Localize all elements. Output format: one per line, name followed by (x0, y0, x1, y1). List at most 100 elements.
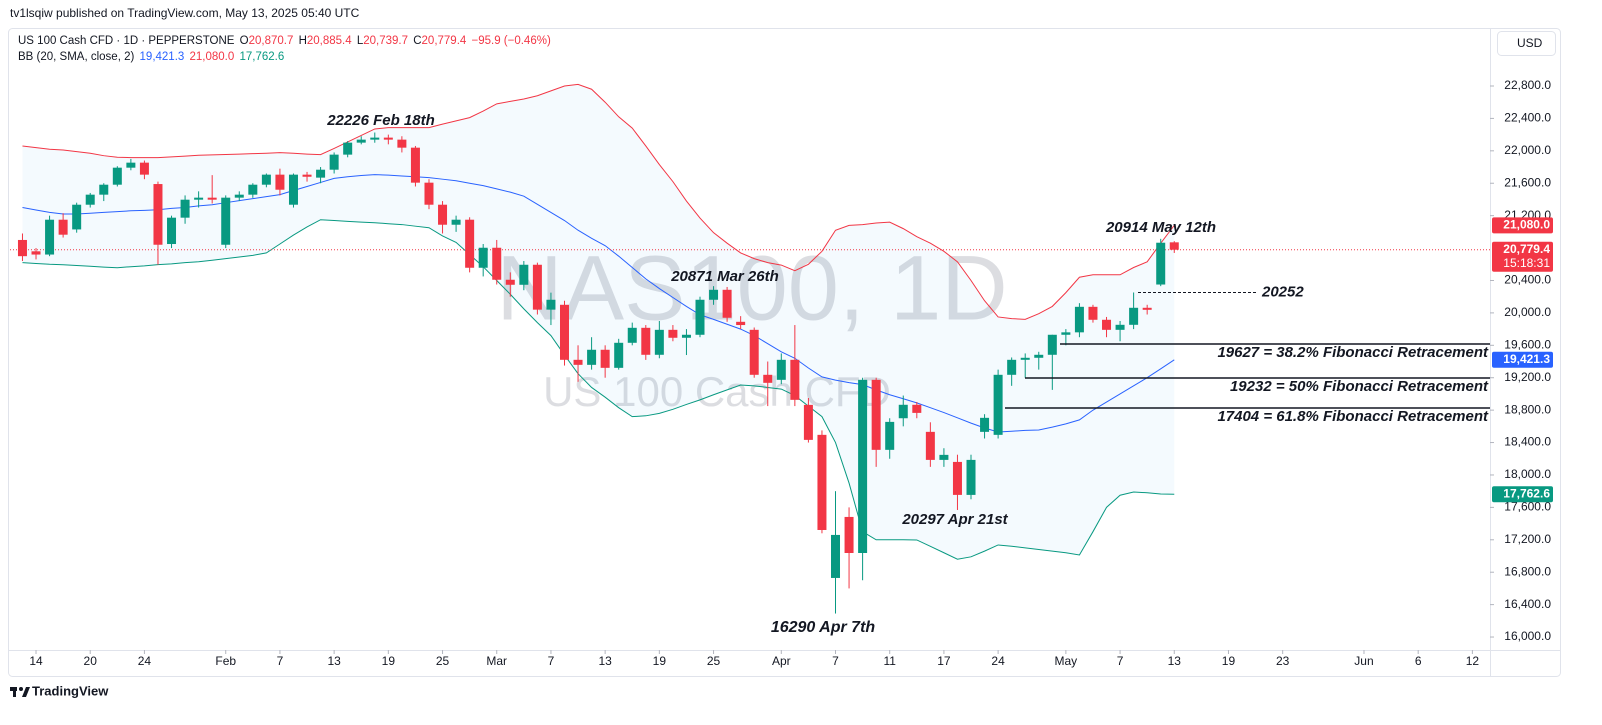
candle-body (58, 219, 68, 235)
candle-body (1142, 307, 1152, 310)
x-tick-label: 17 (937, 654, 951, 668)
candle-body (302, 174, 312, 177)
candle-body (316, 169, 326, 178)
candle-body (424, 182, 434, 205)
x-tick-label: 19 (1222, 654, 1236, 668)
chart-frame (8, 28, 1561, 677)
candle-body (790, 359, 800, 400)
candle-body (763, 374, 773, 383)
candle-body (546, 299, 556, 310)
price-label-box (1492, 351, 1553, 368)
y-tick-label: 16,000.0 (1504, 629, 1551, 643)
price-countdown: 15:18:31 (1503, 256, 1550, 270)
candle-body (831, 534, 841, 578)
candle-body (952, 461, 962, 495)
fib-label: 19232 = 50% Fibonacci Retracement (1230, 378, 1489, 395)
price-label-box (1492, 217, 1553, 234)
plot-area: NAS100, 1D US 100 Cash CFD 20252 19627 = 38… (10, 83, 1490, 636)
candle-body (668, 329, 678, 338)
candle-body (194, 197, 204, 200)
candle-body (519, 264, 529, 285)
candle-body (912, 404, 922, 413)
candle-body (343, 142, 353, 155)
candle-body (275, 174, 285, 190)
candle-body (505, 279, 515, 285)
x-tick-label: 24 (138, 654, 152, 668)
band-upper (22, 83, 1175, 320)
x-tick-label: 12 (1466, 654, 1480, 668)
candle-body (980, 417, 990, 432)
candle-body (126, 162, 136, 168)
currency-button[interactable] (1497, 31, 1556, 56)
watermark-description: US 100 Cash CFD (543, 368, 891, 415)
y-tick-label: 19,600.0 (1504, 337, 1551, 351)
candle-body (722, 289, 732, 318)
currency[interactable]: USD (1517, 36, 1543, 50)
candle-body (925, 431, 935, 460)
x-tick-label: 13 (598, 654, 612, 668)
candle-body (31, 251, 41, 255)
candle-body (1129, 307, 1139, 325)
candle-body (45, 219, 55, 255)
candle-body (749, 329, 759, 375)
x-tick-label: 24 (991, 654, 1005, 668)
indicator-name: BB (20, SMA, close, 2) (18, 51, 134, 63)
candle-body (817, 434, 827, 530)
x-tick-label: 13 (1168, 654, 1182, 668)
candle-body (1074, 306, 1084, 333)
candle-body (234, 194, 244, 198)
candle-body (695, 299, 705, 335)
x-tick-label: 11 (883, 654, 896, 668)
candle-body (898, 404, 908, 419)
candle-body (383, 137, 393, 140)
y-tick-label: 20,000.0 (1504, 305, 1551, 319)
price-label: 20,779.4 (1503, 242, 1550, 256)
indicator-value: 21,080.0 (190, 51, 235, 63)
candle-body (410, 147, 420, 183)
x-tick-label: 20 (84, 654, 98, 668)
y-tick-label: 18,000.0 (1504, 467, 1551, 481)
watermark-symbol: NAS100, 1D (496, 237, 1007, 339)
footer-brand: TradingView (32, 683, 109, 698)
candle-body (559, 304, 569, 360)
candle-body (99, 184, 109, 195)
candle-body (776, 359, 786, 380)
candle-body (736, 321, 746, 326)
x-tick-label: 6 (1415, 654, 1422, 668)
price-label: 19,421.3 (1503, 352, 1550, 366)
candle-body (966, 459, 976, 495)
candle-body (207, 197, 217, 200)
price-label: 17,762.6 (1503, 486, 1550, 500)
candle-body (1061, 332, 1071, 335)
candle-body (1156, 242, 1166, 285)
candle-body (858, 379, 868, 554)
candle-body (261, 174, 271, 185)
candle-body (681, 334, 691, 338)
legend-key: L (357, 35, 364, 47)
x-tick-label: 19 (653, 654, 667, 668)
candle-body (72, 204, 82, 230)
candle-body (1007, 359, 1017, 375)
y-tick-label: 22,800.0 (1504, 78, 1551, 92)
candle-body (1115, 324, 1125, 330)
y-tick-label: 20,400.0 (1504, 273, 1551, 287)
y-tick-label: 18,400.0 (1504, 435, 1551, 449)
y-tick-label: 22,000.0 (1504, 143, 1551, 157)
candle-body (709, 289, 719, 300)
candle-body (1169, 242, 1179, 250)
footer-logo (10, 687, 30, 697)
legend-change: −95.9 (−0.46%) (472, 35, 551, 47)
x-tick-label: Mar (486, 654, 507, 668)
y-tick-label: 17,200.0 (1504, 532, 1551, 546)
y-tick-label: 19,200.0 (1504, 370, 1551, 384)
candle-body (221, 197, 231, 245)
x-tick-label: 7 (548, 654, 555, 668)
candle-body (600, 349, 610, 368)
x-tick-label: 23 (1276, 654, 1290, 668)
candle-body (1102, 319, 1112, 330)
legend-row: BB (20, SMA, close, 2) 19,421.3 21,080.0… (18, 51, 284, 63)
candle-body (17, 239, 27, 257)
legend-symbol: US 100 Cash CFD · 1D · PEPPERSTONE (18, 35, 235, 47)
x-tick-label: 7 (832, 654, 839, 668)
